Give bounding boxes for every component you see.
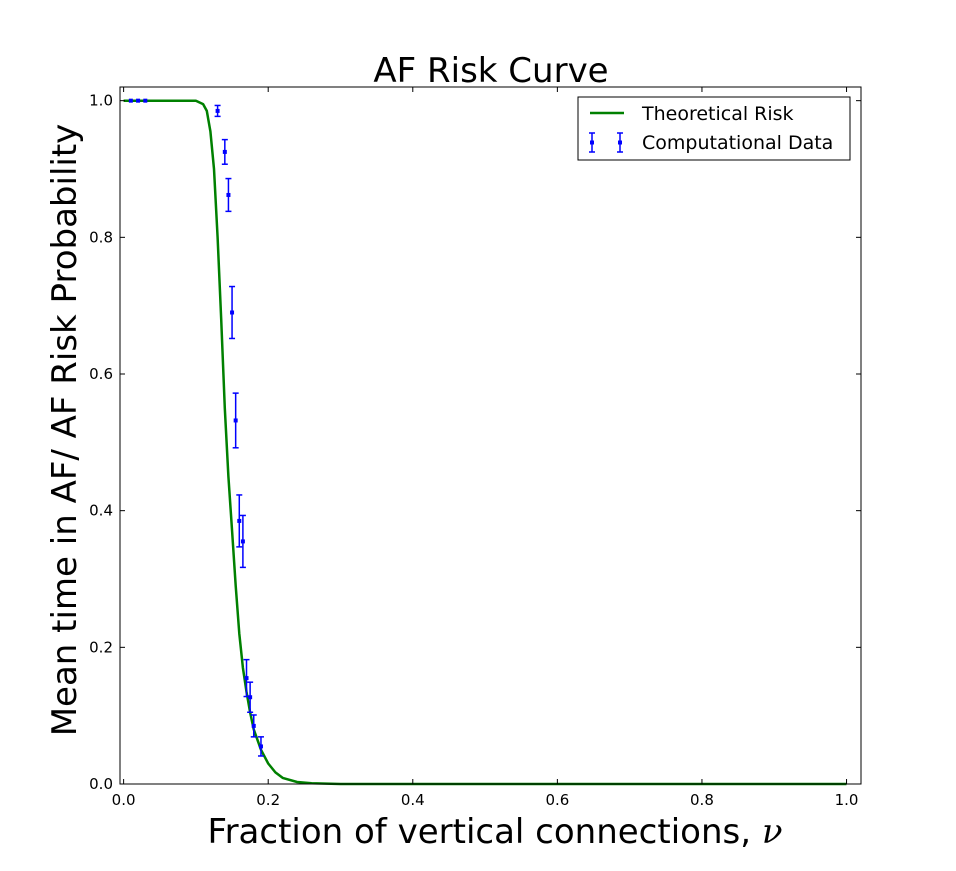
plot-frame bbox=[119, 86, 862, 785]
legend-marker-computational-data bbox=[589, 132, 623, 153]
x-axis: 0.0 0.2 0.4 0.6 0.8 1.0 bbox=[112, 87, 859, 809]
data-point-computational-data bbox=[136, 98, 141, 103]
y-tick-label: 0.2 bbox=[89, 638, 113, 656]
data-point-computational-data bbox=[237, 518, 242, 523]
legend-box bbox=[577, 96, 851, 161]
data-point-computational-data bbox=[222, 149, 227, 154]
data-point-computational-data bbox=[244, 676, 249, 681]
series-line-theoretical-risk bbox=[123, 99, 847, 786]
legend-marker-point bbox=[618, 140, 622, 145]
legend: Theoretical Risk Computational Data bbox=[577, 96, 851, 161]
data-point-computational-data bbox=[258, 744, 263, 749]
plot-area bbox=[123, 98, 847, 786]
data-point-computational-data bbox=[251, 723, 256, 728]
legend-label-computational-data: Computational Data bbox=[642, 132, 833, 154]
x-tick-label: 0.2 bbox=[256, 791, 280, 809]
x-tick-label: 0.8 bbox=[690, 791, 714, 809]
y-tick-label: 0.6 bbox=[89, 365, 113, 383]
legend-label-theoretical-risk: Theoretical Risk bbox=[641, 103, 794, 125]
x-tick-label: 0.4 bbox=[401, 791, 425, 809]
x-axis-label-symbol: ν bbox=[762, 812, 783, 852]
x-axis-label-text: Fraction of vertical connections, bbox=[207, 812, 761, 852]
y-tick-label: 1.0 bbox=[89, 92, 113, 110]
y-tick-label: 0.0 bbox=[89, 775, 113, 793]
y-tick-label: 0.8 bbox=[89, 228, 113, 246]
y-axis-label: Mean time in AF/ AF Risk Probability bbox=[45, 124, 85, 737]
data-point-computational-data bbox=[248, 695, 253, 700]
y-tick-label: 0.4 bbox=[89, 502, 113, 520]
legend-marker-point bbox=[590, 140, 594, 145]
x-tick-label: 0.6 bbox=[545, 791, 569, 809]
data-point-computational-data bbox=[226, 192, 231, 197]
data-point-computational-data bbox=[233, 418, 238, 423]
data-point-computational-data bbox=[143, 98, 148, 103]
x-tick-label: 0.0 bbox=[112, 791, 136, 809]
data-point-computational-data bbox=[230, 310, 235, 315]
data-point-computational-data bbox=[240, 539, 245, 544]
x-axis-label: Fraction of vertical connections, ν bbox=[207, 812, 782, 852]
data-point-computational-data bbox=[128, 98, 133, 103]
chart-title: AF Risk Curve bbox=[373, 51, 608, 91]
data-point-computational-data bbox=[215, 108, 220, 113]
x-tick-label: 1.0 bbox=[835, 791, 859, 809]
y-axis: 0.0 0.2 0.4 0.6 0.8 1.0 bbox=[89, 92, 861, 793]
